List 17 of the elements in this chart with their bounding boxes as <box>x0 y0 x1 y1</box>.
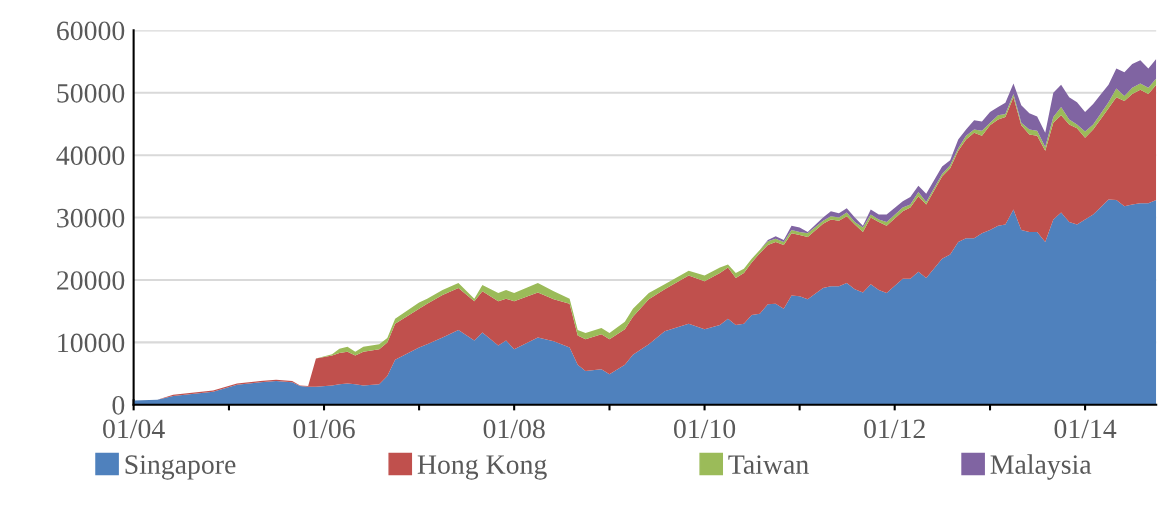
y-tick-label: 60000 <box>57 21 125 41</box>
x-tick-label: 01/14 <box>1054 419 1117 439</box>
legend-label: Hong Kong <box>417 455 547 480</box>
legend-label: Singapore <box>125 455 236 480</box>
x-tick-label: 01/12 <box>864 419 925 439</box>
x-tick-label: 01/08 <box>483 419 545 439</box>
y-tick-label: 30000 <box>57 208 125 228</box>
legend-label: Taiwan <box>728 455 809 474</box>
x-tick-label: 01/10 <box>673 419 736 439</box>
y-tick-label: 0 <box>112 395 125 415</box>
y-tick-label: 50000 <box>57 83 125 103</box>
legend-label: Malaysia <box>990 454 1092 480</box>
x-tick-label: 01/06 <box>293 419 355 439</box>
y-tick-label: 20000 <box>57 271 125 290</box>
x-tick-label: 01/04 <box>103 419 165 439</box>
y-tick-label: 40000 <box>56 146 125 166</box>
y-tick-label: 10000 <box>58 333 125 353</box>
